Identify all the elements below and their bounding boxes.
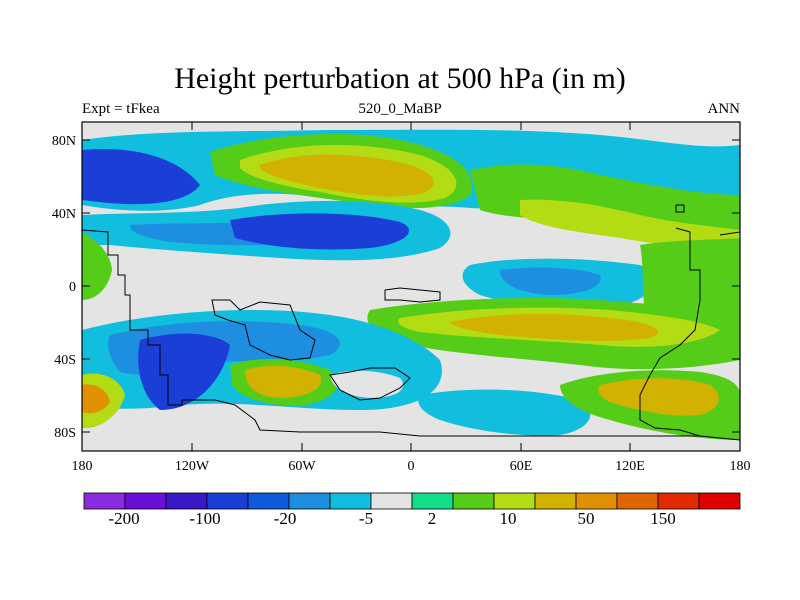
south-atlantic-neutral xyxy=(330,370,404,398)
colorbar-box xyxy=(534,492,577,510)
lat-label-80n: 80N xyxy=(52,134,76,149)
colorbar-label-neg200: -200 xyxy=(108,509,139,528)
north-high-core xyxy=(260,154,434,197)
lat-label-40n: 40N xyxy=(52,207,76,222)
coastline-small-island xyxy=(675,204,685,213)
colorbar-label-150: 150 xyxy=(650,509,676,528)
colorbar-box xyxy=(657,492,700,510)
coastlines xyxy=(81,204,741,441)
coastline-island xyxy=(384,287,441,303)
colorbar-box xyxy=(206,492,249,510)
colorbar-box xyxy=(616,492,659,510)
colorbar-box xyxy=(370,492,413,510)
lat-ticks xyxy=(82,139,740,433)
run-label: 520_0_MaBP xyxy=(358,101,442,117)
colorbar-label-2: 2 xyxy=(428,509,437,528)
colorbar-label-neg100: -100 xyxy=(189,509,220,528)
south-ocean-blue xyxy=(418,389,591,436)
colorbar-box xyxy=(411,492,454,510)
north-pacific-low xyxy=(82,149,200,205)
colorbar-box xyxy=(575,492,618,510)
colorbar-box xyxy=(329,492,372,510)
lon-label-120e: 120E xyxy=(615,459,645,474)
colorbar-label-neg5: -5 xyxy=(359,509,373,528)
lat-label-0: 0 xyxy=(69,280,76,295)
coastline-continent-b xyxy=(329,367,411,401)
coastline-continent-a xyxy=(211,299,316,361)
colorbar-label-50: 50 xyxy=(578,509,595,528)
plot-title: Height perturbation at 500 hPa (in m) xyxy=(174,62,626,95)
lat-label-40s: 40S xyxy=(54,353,76,368)
season-label: ANN xyxy=(707,101,741,117)
height-field xyxy=(82,122,740,451)
lon-ticks xyxy=(191,122,631,451)
lon-label-180w: 180 xyxy=(72,459,93,474)
midlat-low-core xyxy=(230,213,409,250)
coastline-east xyxy=(639,227,701,437)
northeast-high-outer xyxy=(470,164,740,240)
coastline-south xyxy=(81,229,741,441)
experiment-label: Expt = tFkea xyxy=(82,101,160,117)
colorbar-label-neg20: -20 xyxy=(274,509,297,528)
lon-label-60e: 60E xyxy=(510,459,533,474)
east-pacific-green xyxy=(82,232,112,300)
southern-high-core xyxy=(450,313,658,342)
equatorial-blue-core xyxy=(500,267,601,295)
northeast-high-core xyxy=(520,199,740,250)
south-high-west-core xyxy=(82,384,110,414)
colorbar-box xyxy=(124,492,167,510)
colorbar-box xyxy=(165,492,208,510)
colorbar-box xyxy=(247,492,290,510)
lon-label-180e: 180 xyxy=(730,459,751,474)
lat-label-80s: 80S xyxy=(54,426,76,441)
coastline-east-tip xyxy=(719,231,741,236)
colorbar-label-10: 10 xyxy=(500,509,517,528)
south-atlantic-high-core xyxy=(245,365,321,398)
lon-label-60w: 60W xyxy=(288,459,316,474)
south-pacific-low xyxy=(138,333,230,410)
south-east-yellow xyxy=(598,378,719,416)
colorbar-box xyxy=(452,492,495,510)
lon-label-0: 0 xyxy=(408,459,415,474)
colorbar-box xyxy=(83,492,126,510)
colorbar-box xyxy=(698,492,741,510)
colorbar-box xyxy=(493,492,536,510)
lon-label-120w: 120W xyxy=(175,459,210,474)
colorbar xyxy=(83,492,741,510)
colorbar-box xyxy=(288,492,331,510)
